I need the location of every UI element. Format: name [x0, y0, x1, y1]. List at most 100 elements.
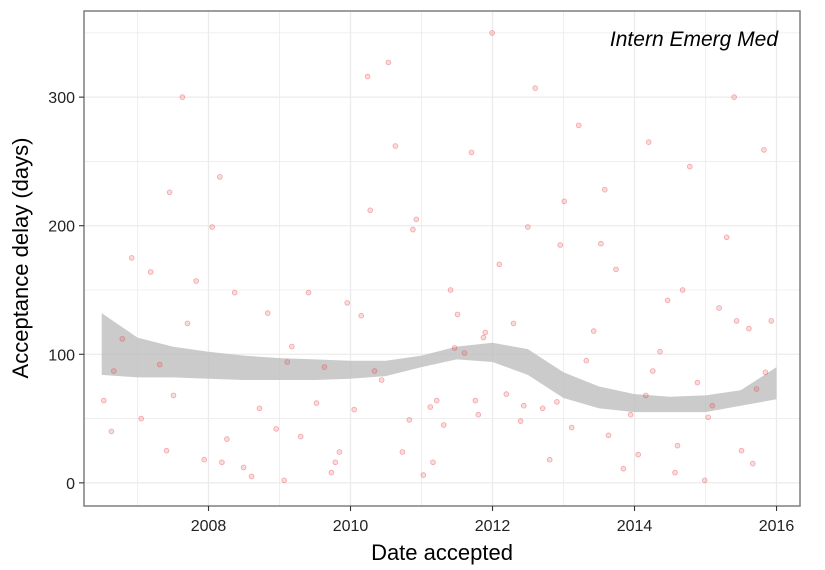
data-point — [672, 469, 678, 476]
data-point — [281, 477, 288, 484]
data-point — [517, 418, 524, 424]
data-point — [709, 402, 716, 409]
y-tick-label: 200 — [48, 219, 75, 236]
data-point — [733, 318, 740, 324]
data-point — [224, 436, 230, 442]
data-point — [482, 329, 489, 336]
data-point — [128, 255, 135, 261]
data-point — [201, 456, 208, 463]
data-point — [399, 449, 406, 455]
data-points — [101, 30, 775, 484]
data-point — [554, 399, 560, 405]
data-point — [284, 359, 291, 365]
data-point — [264, 310, 271, 316]
data-point — [351, 406, 358, 413]
data-point — [686, 163, 693, 170]
data-point — [674, 442, 681, 449]
data-point — [256, 405, 263, 412]
x-tick-label: 2008 — [191, 518, 227, 535]
data-point — [598, 240, 604, 247]
x-tick-label: 2014 — [617, 518, 653, 535]
x-tick-label: 2010 — [333, 518, 369, 535]
data-point — [489, 30, 495, 36]
y-axis-title: Acceptance delay (days) — [8, 138, 33, 379]
data-point — [193, 278, 200, 284]
data-point — [364, 73, 371, 80]
data-point — [645, 139, 652, 145]
data-point — [731, 94, 737, 100]
data-point — [108, 428, 115, 435]
data-point — [170, 392, 177, 399]
data-point — [694, 379, 701, 386]
data-point — [184, 320, 191, 327]
data-point — [496, 261, 503, 268]
data-point — [179, 94, 186, 100]
plot-border — [83, 10, 801, 507]
data-point — [461, 350, 468, 356]
data-point — [410, 226, 416, 233]
data-point — [716, 305, 722, 311]
data-point — [613, 266, 619, 273]
data-point — [568, 424, 575, 431]
data-point — [557, 242, 563, 248]
data-point — [601, 186, 608, 193]
data-point — [475, 411, 482, 418]
data-point — [371, 368, 378, 374]
data-point — [701, 477, 708, 484]
data-point — [620, 465, 627, 472]
data-point — [503, 391, 510, 397]
data-point — [367, 207, 374, 214]
data-point — [679, 287, 686, 293]
data-point — [406, 417, 413, 423]
data-point — [664, 297, 671, 304]
y-tick-label: 300 — [48, 90, 75, 107]
data-point — [590, 328, 597, 334]
data-point — [480, 334, 487, 341]
x-tick-label: 2016 — [759, 518, 795, 535]
data-point — [313, 400, 320, 406]
x-axis-title: Date accepted — [371, 540, 513, 565]
data-point — [305, 289, 312, 296]
data-point — [447, 287, 454, 293]
y-tick-label: 0 — [66, 476, 75, 493]
data-point — [166, 189, 173, 196]
data-point — [520, 402, 527, 409]
data-point — [539, 405, 546, 412]
data-point — [138, 415, 145, 422]
data-point — [749, 460, 756, 467]
data-point — [288, 343, 295, 350]
data-point — [746, 325, 752, 332]
annotation-label: Intern Emerg Med — [610, 28, 779, 51]
data-point — [378, 377, 385, 383]
data-point — [156, 361, 163, 368]
data-point — [605, 432, 612, 439]
data-point — [454, 311, 461, 318]
data-point — [163, 447, 170, 454]
data-point — [532, 85, 538, 91]
data-point — [147, 269, 154, 275]
data-point — [575, 122, 582, 129]
data-point — [561, 198, 568, 205]
plot-panel — [84, 11, 800, 506]
data-point — [642, 392, 649, 399]
data-point — [328, 469, 335, 476]
data-point — [510, 320, 517, 327]
data-point — [219, 459, 225, 466]
data-point — [451, 345, 458, 351]
data-point — [344, 300, 351, 306]
data-point — [209, 224, 216, 230]
data-point — [273, 426, 280, 432]
data-point — [358, 312, 365, 319]
data-point — [420, 472, 427, 478]
data-point — [524, 224, 531, 230]
y-tick-label: 100 — [48, 347, 75, 364]
data-point — [723, 234, 730, 241]
data-point — [413, 216, 420, 223]
grid-lines — [84, 11, 800, 506]
data-point — [657, 348, 663, 355]
smooth-band-area — [101, 313, 777, 413]
data-point — [430, 459, 436, 466]
data-point — [583, 357, 590, 364]
data-point — [217, 174, 223, 180]
data-point — [297, 433, 304, 440]
